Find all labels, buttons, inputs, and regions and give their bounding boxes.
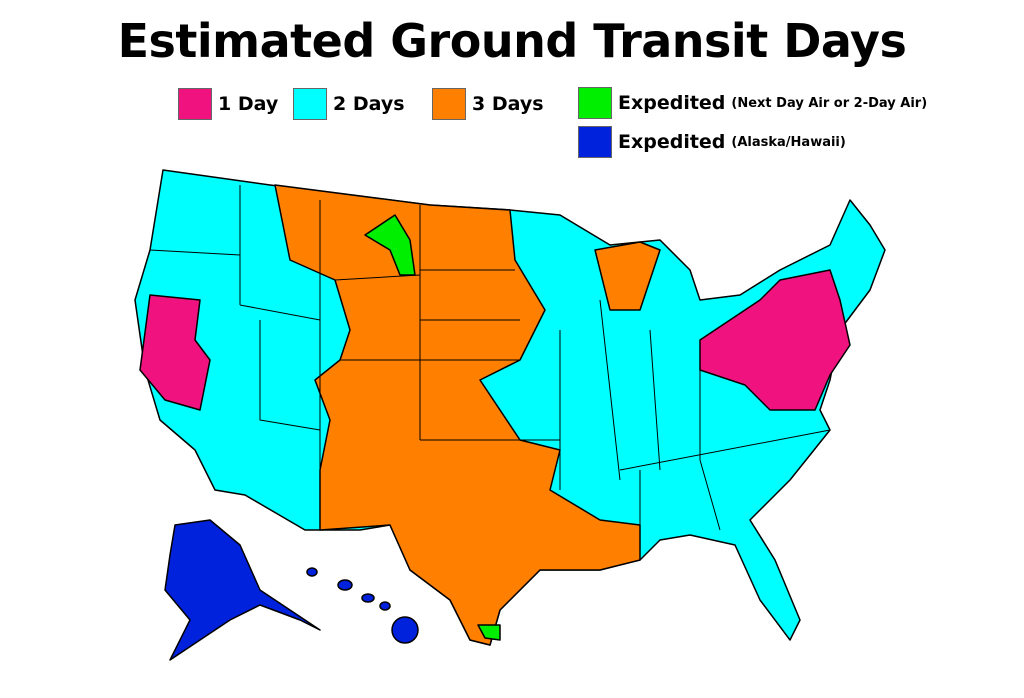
legend-sublabel: (Alaska/Hawaii) xyxy=(731,134,846,150)
legend-label: 3 Days xyxy=(472,93,544,115)
legend-label: Expedited xyxy=(618,92,726,114)
legend-swatch xyxy=(432,88,466,120)
legend-swatch xyxy=(578,126,612,158)
region-1-day-northeast xyxy=(699,269,851,411)
legend-swatch xyxy=(178,88,212,120)
legend-expedited-air: Expedited (Next Day Air or 2-Day Air) xyxy=(578,87,927,119)
legend-2-days: 2 Days xyxy=(293,88,405,120)
hawaii xyxy=(306,567,419,644)
legend-3-days: 3 Days xyxy=(432,88,544,120)
legend-swatch xyxy=(578,87,612,119)
legend-expedited-ak-hi: Expedited (Alaska/Hawaii) xyxy=(578,126,846,158)
map-title: Estimated Ground Transit Days xyxy=(117,14,907,68)
alaska xyxy=(164,519,321,661)
region-1-day-california xyxy=(139,294,211,411)
legend-swatch xyxy=(293,88,327,120)
legend-1-day: 1 Day xyxy=(178,88,278,120)
state-borders xyxy=(149,185,831,531)
legend-sublabel: (Next Day Air or 2-Day Air) xyxy=(731,95,928,111)
region-3-days-central xyxy=(274,184,641,646)
legend-label: 2 Days xyxy=(333,93,405,115)
region-3-days-wisconsin xyxy=(594,241,661,311)
region-expedited-texas-tip xyxy=(477,624,501,641)
legend-label: Expedited xyxy=(618,131,726,153)
legend-label: 1 Day xyxy=(218,93,279,115)
